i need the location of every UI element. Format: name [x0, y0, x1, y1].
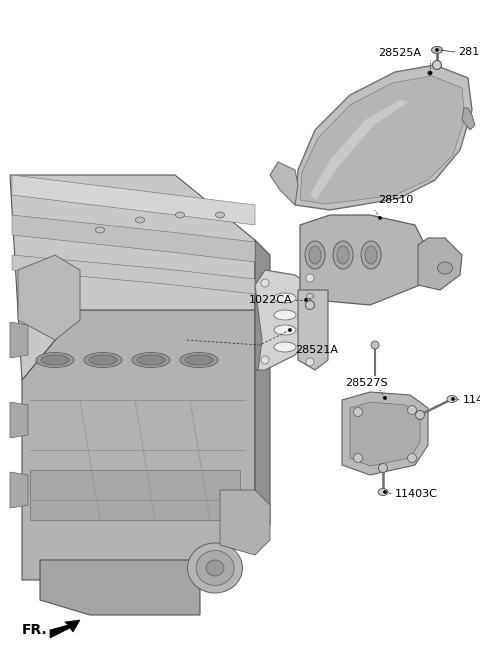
Ellipse shape	[137, 355, 165, 365]
Ellipse shape	[307, 294, 313, 298]
Ellipse shape	[274, 342, 296, 352]
Ellipse shape	[428, 71, 432, 75]
Ellipse shape	[379, 217, 382, 219]
Ellipse shape	[447, 396, 457, 403]
Polygon shape	[220, 490, 270, 555]
Ellipse shape	[261, 279, 269, 287]
Ellipse shape	[41, 355, 69, 365]
Ellipse shape	[432, 47, 443, 53]
Ellipse shape	[261, 356, 269, 364]
Ellipse shape	[84, 353, 122, 367]
Polygon shape	[255, 270, 325, 370]
Polygon shape	[418, 238, 462, 290]
Polygon shape	[12, 215, 255, 262]
Ellipse shape	[378, 489, 388, 495]
Ellipse shape	[337, 246, 349, 264]
Polygon shape	[18, 255, 80, 340]
Text: 1022CA: 1022CA	[248, 295, 292, 305]
Ellipse shape	[353, 407, 362, 417]
Ellipse shape	[435, 49, 439, 51]
Ellipse shape	[180, 353, 218, 367]
Polygon shape	[12, 175, 255, 225]
Ellipse shape	[384, 491, 386, 493]
Ellipse shape	[196, 551, 234, 585]
Ellipse shape	[384, 397, 386, 399]
Text: 28165D: 28165D	[458, 47, 480, 57]
Ellipse shape	[185, 355, 213, 365]
Ellipse shape	[36, 353, 74, 367]
Ellipse shape	[96, 227, 105, 233]
Ellipse shape	[288, 328, 291, 332]
Ellipse shape	[305, 241, 325, 269]
Polygon shape	[298, 290, 328, 370]
Text: FR.: FR.	[22, 623, 48, 637]
Ellipse shape	[274, 293, 296, 303]
Polygon shape	[12, 255, 255, 294]
Ellipse shape	[365, 246, 377, 264]
Text: 28510: 28510	[378, 195, 413, 205]
Ellipse shape	[408, 453, 417, 463]
Text: 11403C: 11403C	[463, 395, 480, 405]
Polygon shape	[295, 65, 472, 210]
Ellipse shape	[371, 341, 379, 349]
Text: 28521A: 28521A	[295, 345, 338, 355]
Polygon shape	[270, 162, 298, 205]
Text: 11403C: 11403C	[395, 489, 438, 499]
Ellipse shape	[306, 358, 314, 366]
Ellipse shape	[408, 405, 417, 415]
Ellipse shape	[306, 274, 314, 282]
Ellipse shape	[361, 241, 381, 269]
Polygon shape	[10, 472, 28, 508]
Polygon shape	[300, 76, 465, 204]
Ellipse shape	[309, 246, 321, 264]
Polygon shape	[350, 402, 420, 466]
Ellipse shape	[379, 463, 387, 472]
Ellipse shape	[176, 212, 184, 218]
Polygon shape	[22, 310, 255, 580]
Polygon shape	[255, 240, 270, 525]
Polygon shape	[310, 100, 408, 200]
Ellipse shape	[304, 298, 308, 302]
Ellipse shape	[305, 300, 314, 309]
Polygon shape	[10, 402, 28, 438]
Ellipse shape	[132, 353, 170, 367]
Ellipse shape	[437, 262, 453, 274]
Ellipse shape	[353, 453, 362, 463]
Ellipse shape	[135, 217, 144, 223]
Ellipse shape	[416, 411, 424, 420]
Polygon shape	[342, 392, 428, 475]
Text: 28525A: 28525A	[379, 48, 421, 58]
Polygon shape	[40, 560, 200, 615]
Ellipse shape	[432, 60, 442, 70]
Ellipse shape	[333, 241, 353, 269]
Ellipse shape	[188, 543, 242, 593]
Ellipse shape	[274, 325, 296, 335]
Polygon shape	[30, 470, 240, 520]
Polygon shape	[462, 108, 475, 130]
Polygon shape	[300, 215, 430, 305]
Ellipse shape	[216, 212, 225, 218]
Ellipse shape	[274, 310, 296, 320]
Text: 28527S: 28527S	[345, 378, 388, 388]
Ellipse shape	[452, 397, 455, 401]
Polygon shape	[10, 175, 255, 380]
Polygon shape	[50, 620, 80, 638]
Polygon shape	[10, 322, 28, 358]
Ellipse shape	[89, 355, 117, 365]
Ellipse shape	[206, 560, 224, 576]
